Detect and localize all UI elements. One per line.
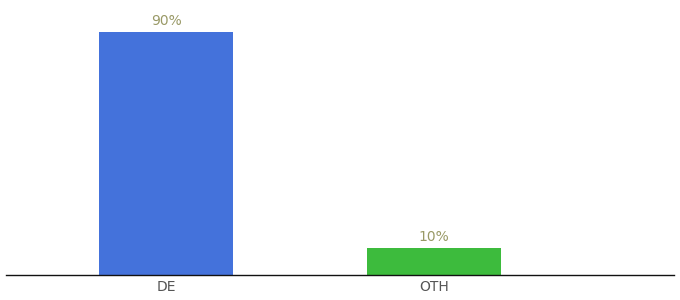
Text: 10%: 10%	[418, 230, 449, 244]
Text: 90%: 90%	[151, 14, 182, 28]
Bar	[367, 248, 500, 275]
Bar	[99, 32, 233, 275]
